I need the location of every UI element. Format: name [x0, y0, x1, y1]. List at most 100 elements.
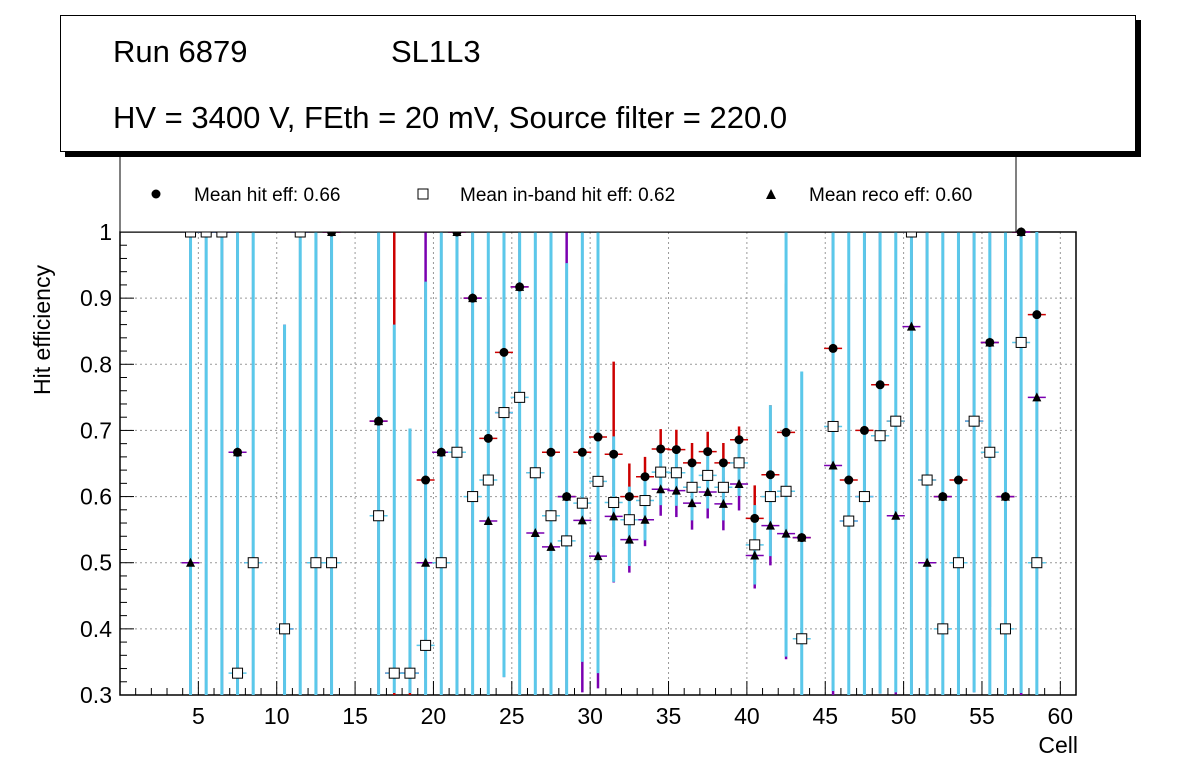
reco-point [671, 485, 681, 495]
x-tick-label: 60 [1048, 703, 1074, 729]
inband-point [373, 510, 385, 522]
reco-point [765, 520, 775, 530]
reco-point [1016, 227, 1026, 236]
x-tick-label: 5 [192, 703, 205, 729]
inband-point [827, 420, 839, 432]
inband-point [467, 491, 479, 503]
reco-point [750, 550, 760, 560]
y-tick-label: 0.5 [80, 550, 112, 576]
reco-point [624, 534, 634, 544]
y-tick-label: 1 [99, 219, 112, 245]
legend-reco-marker [766, 189, 776, 199]
inband-point [482, 474, 494, 486]
reco-point [891, 510, 901, 520]
x-tick-label: 10 [264, 703, 290, 729]
inband-point [592, 475, 604, 487]
reco-point [1032, 392, 1042, 402]
y-tick-label: 0.4 [80, 616, 112, 642]
reco-point [233, 447, 243, 457]
inband-point [623, 514, 635, 526]
y-tick-label: 0.3 [80, 682, 112, 708]
reco-point [593, 551, 603, 561]
inband-point [764, 491, 776, 503]
legend-inband-label: Mean in-band hit eff: 0.62 [460, 185, 675, 206]
hit-point [546, 447, 556, 457]
x-tick-label: 45 [812, 703, 838, 729]
hit-point [734, 435, 744, 445]
x-tick-label: 25 [499, 703, 525, 729]
hit-point [1032, 310, 1042, 320]
legend-hit-label: Mean hit eff: 0.66 [194, 185, 340, 206]
inband-point [984, 446, 996, 458]
reco-point [468, 293, 478, 303]
markers [185, 226, 1043, 679]
axis-ticks: 5 10 15 20 25 30 35 40 45 50 55 60 0.3 0.4 0.5 0.6 0.7 0.… [80, 219, 1073, 729]
inband-point [420, 639, 432, 651]
hit-point [609, 449, 619, 459]
hit-point [499, 347, 509, 357]
inband-point [232, 667, 244, 679]
hit-point [781, 427, 791, 437]
hit-point [593, 432, 603, 442]
x-tick-label: 40 [734, 703, 760, 729]
legend-box [119, 151, 1017, 233]
reco-point [1000, 491, 1010, 501]
run-label: Run 6879 [113, 34, 248, 69]
reco-point [515, 281, 525, 291]
reco-point [577, 515, 587, 525]
x-tick-label: 35 [656, 703, 682, 729]
hit-point [687, 458, 697, 468]
inband-point [529, 467, 541, 479]
reco-point [687, 498, 697, 508]
hit-point [765, 470, 775, 480]
hit-point [656, 444, 666, 454]
inband-point [858, 491, 870, 503]
conditions-label: HV = 3400 V, FEth = 20 mV, Source filter… [113, 100, 788, 135]
inband-point [514, 391, 526, 403]
y-tick-label: 0.7 [80, 417, 112, 443]
inband-point [404, 667, 416, 679]
reco-point [985, 337, 995, 347]
hit-point [828, 343, 838, 353]
reco-point [640, 514, 650, 524]
inband-point [921, 474, 933, 486]
reco-point [609, 511, 619, 521]
reco-point [562, 491, 572, 501]
grid-lines [120, 231, 1076, 696]
inband-point [451, 446, 463, 458]
title-box: Run 6879 SL1L3 HV = 3400 V, FEth = 20 mV… [60, 15, 1136, 152]
reco-point [483, 516, 493, 526]
inband-point [686, 481, 698, 493]
hit-point [577, 447, 587, 457]
inband-point [874, 430, 886, 442]
reco-point [374, 416, 384, 426]
hit-point [483, 433, 493, 443]
inband-point [1015, 336, 1027, 348]
inband-point [388, 667, 400, 679]
reco-point [734, 479, 744, 489]
error-bars [181, 231, 1046, 695]
inband-point [733, 457, 745, 469]
legend-reco-label: Mean reco eff: 0.60 [809, 185, 972, 206]
inband-point [937, 623, 949, 635]
inband-point [561, 535, 573, 547]
inband-point [545, 510, 557, 522]
hit-point [750, 513, 760, 523]
inband-point [247, 557, 259, 569]
reco-point [718, 498, 728, 508]
hit-point [703, 447, 713, 457]
inband-point [952, 557, 964, 569]
inband-point [670, 467, 682, 479]
legend: Mean hit eff: 0.66 Mean in-band hit eff:… [119, 151, 1017, 233]
reco-point [546, 541, 556, 551]
inband-point [749, 539, 761, 551]
x-tick-label: 30 [577, 703, 603, 729]
hit-point [421, 475, 431, 485]
reco-point [781, 528, 791, 538]
reco-point [797, 532, 807, 542]
reco-point [656, 484, 666, 494]
reco-point [922, 557, 932, 567]
hit-point [671, 445, 681, 455]
inband-point [326, 557, 338, 569]
